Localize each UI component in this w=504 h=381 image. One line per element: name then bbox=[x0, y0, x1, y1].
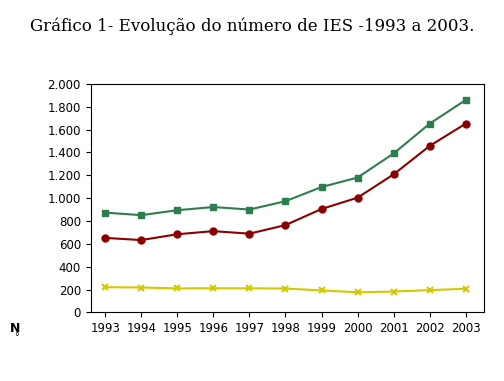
Total bbox=[210, 205, 216, 209]
Pública bbox=[246, 286, 253, 291]
Total bbox=[138, 213, 144, 218]
Pública bbox=[463, 287, 469, 291]
Privada bbox=[463, 121, 469, 126]
Pública bbox=[319, 288, 325, 293]
Pública bbox=[427, 288, 433, 293]
Total bbox=[246, 207, 253, 212]
Total bbox=[355, 175, 361, 180]
Line: Pública: Pública bbox=[102, 284, 469, 296]
Text: N: N bbox=[10, 322, 21, 335]
Pública bbox=[282, 286, 288, 291]
Line: Privada: Privada bbox=[102, 120, 469, 243]
Total bbox=[174, 208, 180, 213]
Text: °: ° bbox=[14, 332, 19, 342]
Privada bbox=[174, 232, 180, 237]
Privada bbox=[391, 172, 397, 177]
Pública bbox=[210, 286, 216, 291]
Text: Gráfico 1- Evolução do número de IES -1993 a 2003.: Gráfico 1- Evolução do número de IES -19… bbox=[30, 17, 474, 35]
Total bbox=[282, 199, 288, 203]
Privada bbox=[138, 238, 144, 242]
Privada bbox=[319, 207, 325, 211]
Pública bbox=[138, 285, 144, 290]
Total bbox=[391, 151, 397, 156]
Privada bbox=[246, 231, 253, 236]
Total bbox=[427, 121, 433, 126]
Pública bbox=[355, 290, 361, 295]
Line: Total: Total bbox=[102, 96, 469, 219]
Pública bbox=[391, 289, 397, 294]
Pública bbox=[174, 286, 180, 291]
Privada bbox=[102, 235, 108, 240]
Pública bbox=[102, 285, 108, 290]
Privada bbox=[355, 195, 361, 200]
Privada bbox=[210, 229, 216, 234]
Privada bbox=[427, 144, 433, 148]
Privada bbox=[282, 223, 288, 227]
Total bbox=[319, 185, 325, 189]
Total bbox=[102, 210, 108, 215]
Total bbox=[463, 98, 469, 102]
